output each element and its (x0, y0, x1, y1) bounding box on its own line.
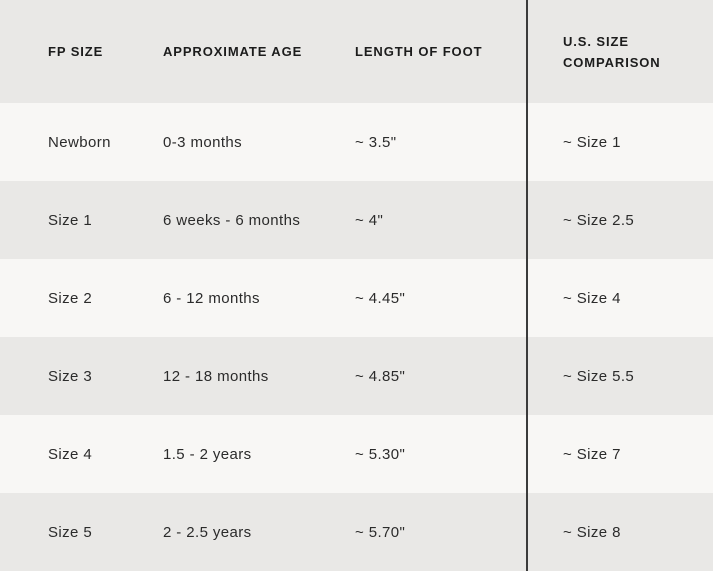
cell-fp-size: Newborn (48, 133, 111, 151)
header-approximate-age: APPROXIMATE AGE (163, 41, 355, 62)
cell-us-size: ~ Size 4 (563, 289, 621, 307)
cell-foot-length: ~ 4.45" (355, 289, 406, 307)
cell-age: 12 - 18 months (163, 367, 269, 385)
cell-fp-size: Size 3 (48, 367, 93, 385)
cell-fp-size: Size 1 (48, 211, 93, 229)
cell-age: 0-3 months (163, 133, 243, 151)
cell-fp-size: Size 4 (48, 445, 93, 463)
cell-us-size: ~ Size 5.5 (563, 367, 635, 385)
table-row: Size 2 6 - 12 months ~ 4.45" ~ Size 4 (0, 259, 713, 337)
cell-foot-length: ~ 4.85" (355, 367, 406, 385)
header-approximate-age-label: APPROXIMATE AGE (163, 44, 303, 59)
header-length-of-foot-label: LENGTH OF FOOT (355, 44, 483, 59)
header-length-of-foot: LENGTH OF FOOT (355, 41, 527, 62)
cell-us-size: ~ Size 1 (563, 133, 621, 151)
table-row: Size 5 2 - 2.5 years ~ 5.70" ~ Size 8 (0, 493, 713, 571)
header-row: FP SIZE APPROXIMATE AGE LENGTH OF FOOT U… (0, 0, 713, 103)
cell-us-size: ~ Size 7 (563, 445, 621, 463)
cell-age: 1.5 - 2 years (163, 445, 252, 463)
cell-fp-size: Size 5 (48, 523, 93, 541)
cell-foot-length: ~ 5.30" (355, 445, 406, 463)
cell-foot-length: ~ 4" (355, 211, 384, 229)
header-us-size-comparison-label: U.S. SIZE COMPARISON (563, 33, 661, 70)
cell-age: 6 weeks - 6 months (163, 211, 301, 229)
cell-age: 6 - 12 months (163, 289, 260, 307)
cell-us-size: ~ Size 2.5 (563, 211, 635, 229)
cell-foot-length: ~ 5.70" (355, 523, 406, 541)
table-row: Size 3 12 - 18 months ~ 4.85" ~ Size 5.5 (0, 337, 713, 415)
cell-fp-size: Size 2 (48, 289, 93, 307)
header-fp-size: FP SIZE (0, 41, 163, 62)
table-row: Newborn 0-3 months ~ 3.5" ~ Size 1 (0, 103, 713, 181)
column-divider (526, 0, 528, 571)
header-us-size-comparison: U.S. SIZE COMPARISON (527, 31, 713, 73)
table-row: Size 4 1.5 - 2 years ~ 5.30" ~ Size 7 (0, 415, 713, 493)
cell-foot-length: ~ 3.5" (355, 133, 397, 151)
header-fp-size-label: FP SIZE (48, 44, 104, 59)
table-row: Size 1 6 weeks - 6 months ~ 4" ~ Size 2.… (0, 181, 713, 259)
cell-age: 2 - 2.5 years (163, 523, 252, 541)
cell-us-size: ~ Size 8 (563, 523, 621, 541)
